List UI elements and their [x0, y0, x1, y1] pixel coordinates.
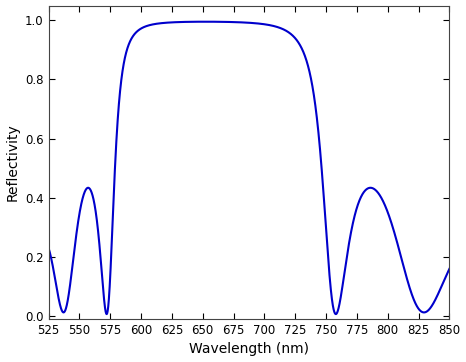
Y-axis label: Reflectivity: Reflectivity [6, 123, 20, 201]
X-axis label: Wavelength (nm): Wavelength (nm) [189, 342, 309, 357]
